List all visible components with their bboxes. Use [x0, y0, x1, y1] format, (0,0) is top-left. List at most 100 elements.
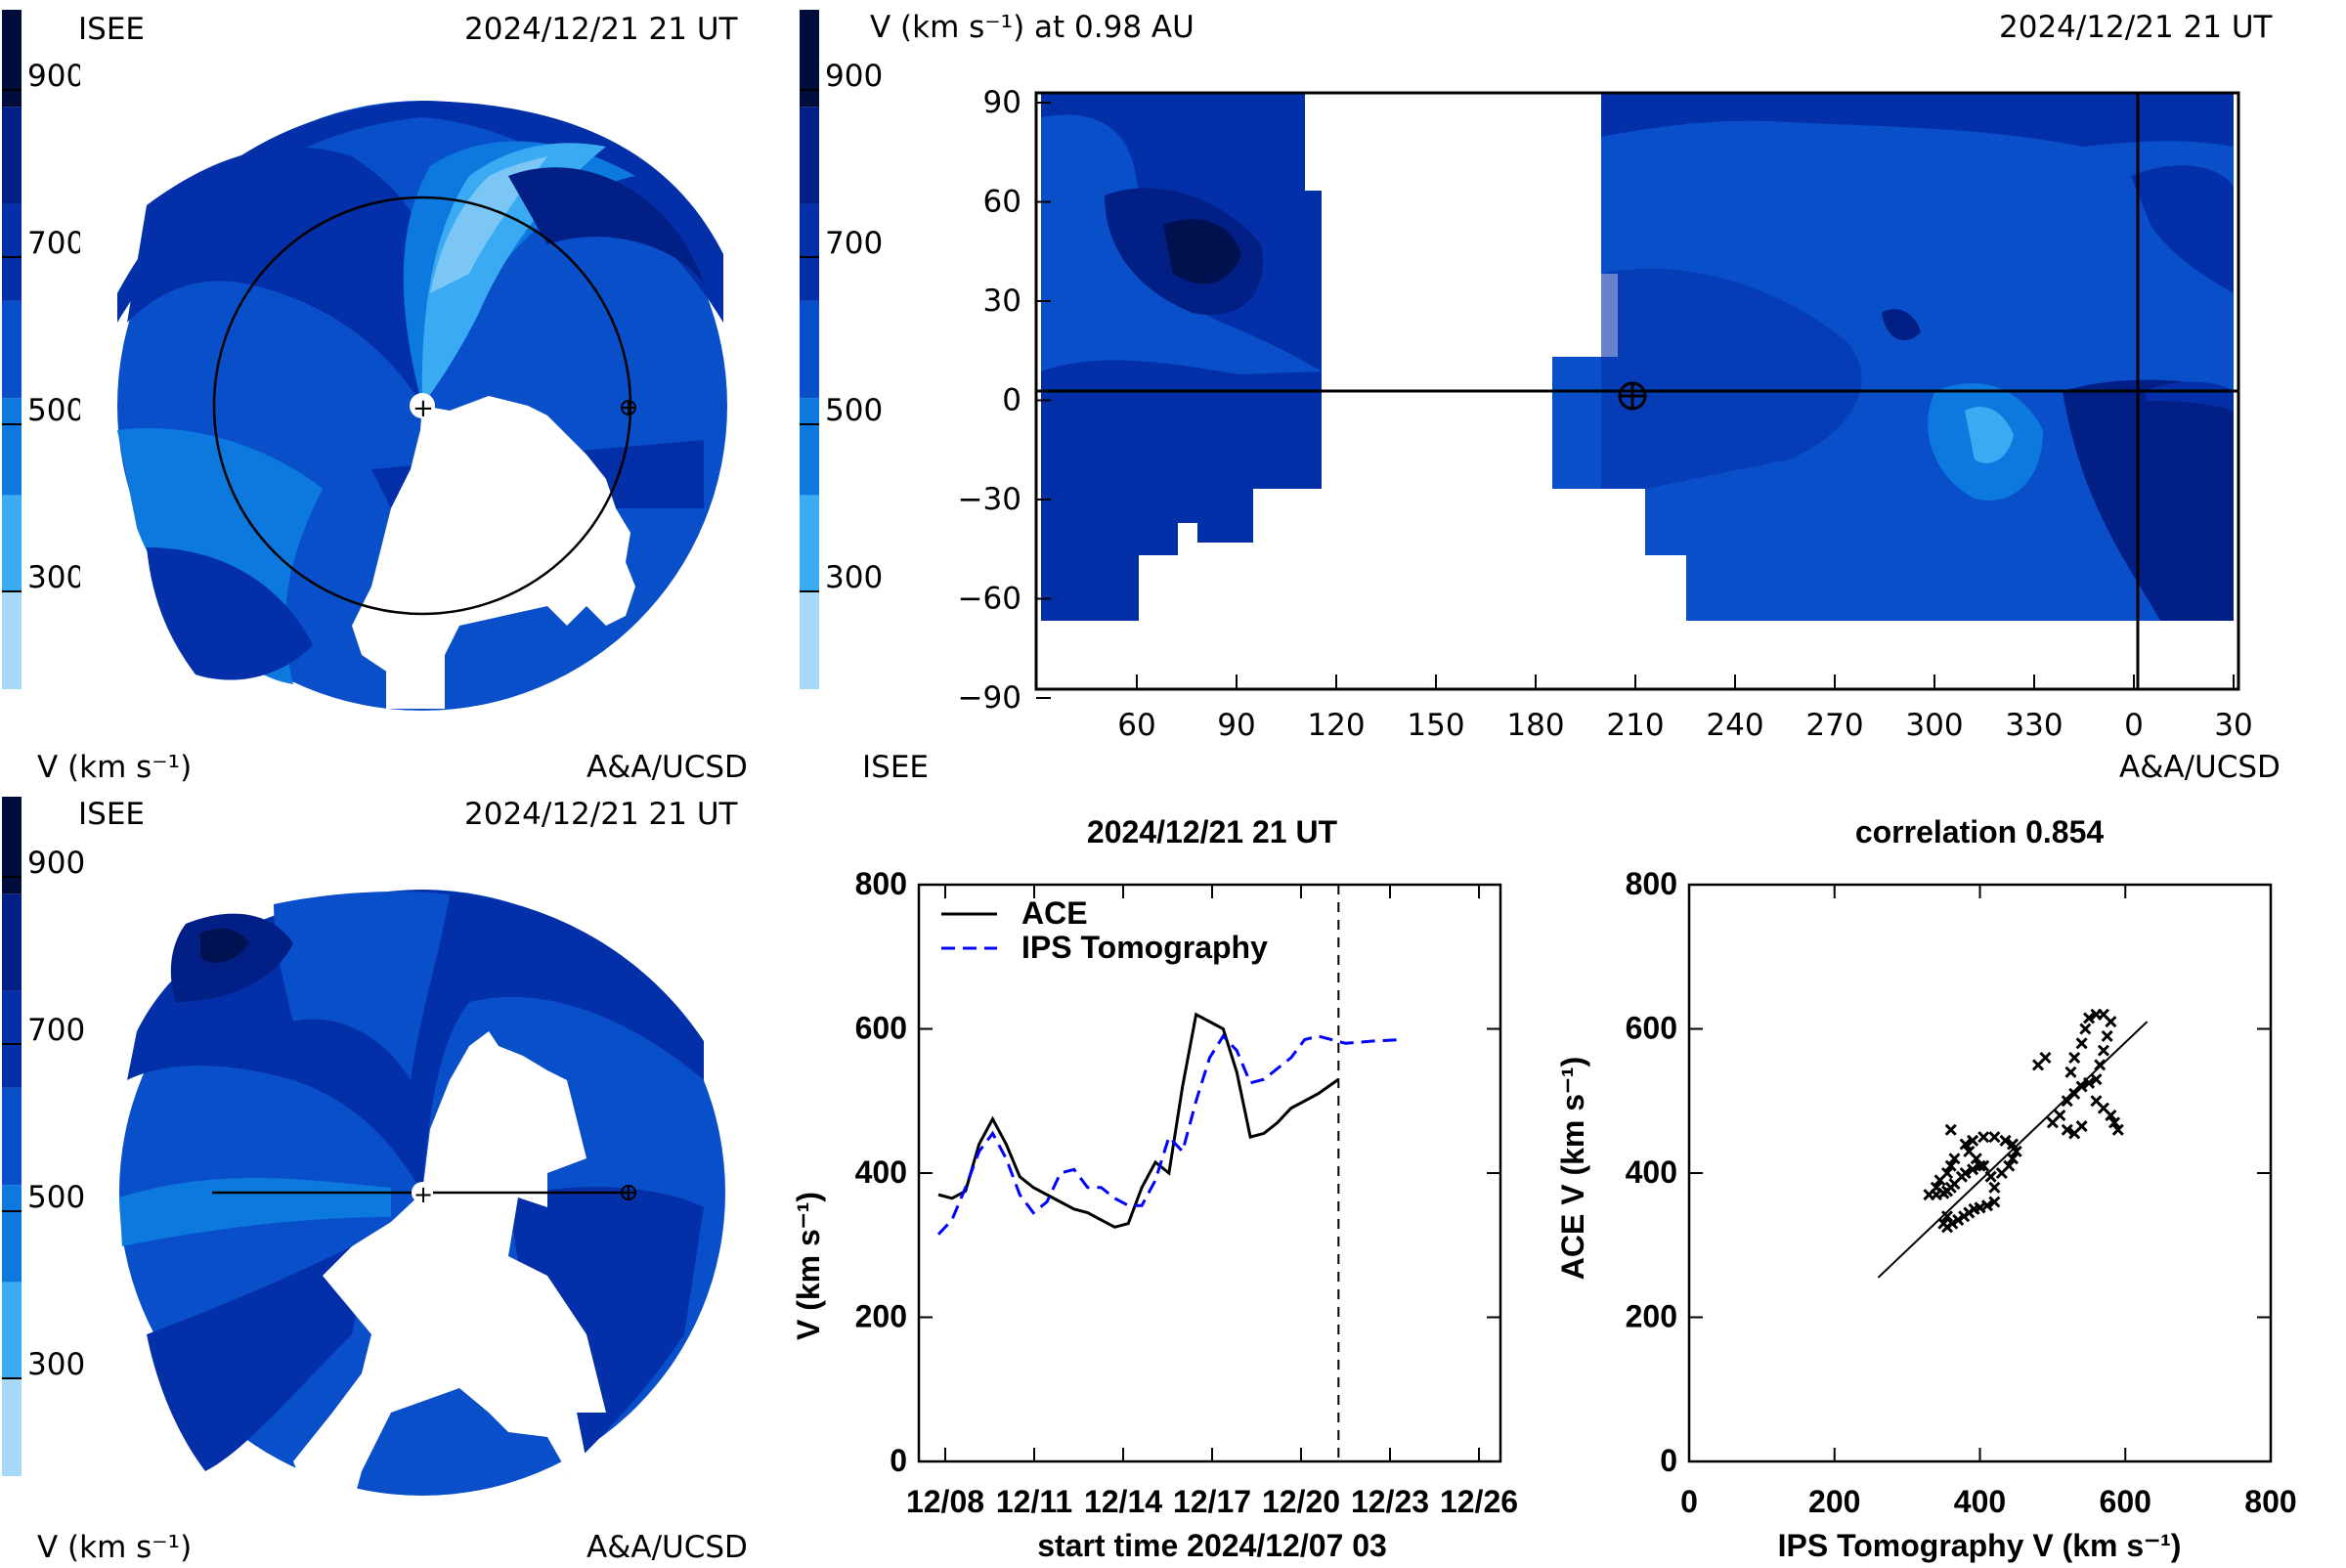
scatter-points — [1877, 1008, 2149, 1279]
scale-tick-label: 900 — [27, 846, 85, 881]
point-stroke — [2061, 1123, 2073, 1136]
point-stroke — [2075, 1120, 2088, 1133]
plot-frame — [917, 883, 1502, 1463]
point-stroke — [2083, 1012, 2096, 1024]
legend-label-ips: IPS Tomography — [1021, 930, 1268, 965]
scale-band — [2, 300, 22, 399]
point-stroke — [2108, 1116, 2121, 1129]
scatter-point — [2068, 1051, 2081, 1065]
top-left-polar-panel: ISEE 2024/12/21 21 UT V (km s⁻¹) A&A/UCS… — [0, 0, 782, 785]
scatter-point — [1988, 1181, 2001, 1194]
x-tick-label: 210 — [1606, 708, 1664, 743]
scale-tick-label: 500 — [27, 1180, 85, 1215]
scatter-point — [1977, 1131, 1990, 1144]
scatter-point — [2101, 1029, 2113, 1042]
scatter-point — [2105, 1109, 2117, 1122]
scatter-point — [2079, 1023, 2092, 1035]
scale-band — [800, 10, 819, 108]
scatter-point — [2039, 1051, 2052, 1065]
scatter-point — [1974, 1159, 1986, 1172]
scatter-point — [1984, 1170, 1997, 1183]
point-stroke — [1940, 1210, 1954, 1223]
y-tick-label: 0 — [1002, 383, 1021, 418]
scatter-point — [2075, 1080, 2088, 1093]
series-line-ips-tomography — [936, 1033, 1400, 1236]
scatter-point — [2061, 1123, 2073, 1136]
point-stroke — [1988, 1196, 2001, 1208]
earth-icon — [621, 1185, 636, 1200]
point-stroke — [2054, 1109, 2066, 1122]
isee-logo: ISEE — [862, 750, 929, 785]
scale-band — [800, 107, 819, 204]
x-tick-label: 120 — [1307, 708, 1365, 743]
scale-band — [800, 591, 819, 689]
x-tick-label: 150 — [1407, 708, 1464, 743]
y-tick-label: 60 — [983, 185, 1021, 220]
scale-band — [2, 797, 22, 894]
scale-band — [2, 893, 22, 991]
scatter-point — [2054, 1109, 2066, 1122]
scale-band — [2, 1087, 22, 1186]
isee-logo: ISEE — [78, 797, 145, 832]
x-axis-title: start time 2024/12/07 03 — [1037, 1528, 1387, 1563]
scale-tick-label: 700 — [27, 1013, 85, 1048]
scale-band — [2, 1378, 22, 1476]
y-tick-label: 200 — [855, 1299, 907, 1334]
point-stroke — [1974, 1201, 1986, 1214]
x-tick-label: 60 — [1117, 708, 1155, 743]
panel-date: 2024/12/21 21 UT — [464, 12, 739, 47]
legend: ACE IPS Tomography — [941, 895, 1268, 965]
credit-label: A&A/UCSD — [586, 750, 748, 782]
y-tick-label: 200 — [1626, 1299, 1677, 1334]
point-stroke — [2068, 1051, 2081, 1065]
scatter-point — [1995, 1166, 2008, 1180]
time-series-panel: 2024/12/21 21 UT start time 2024/12/07 0… — [782, 802, 1544, 1564]
y-tick-label: 0 — [1660, 1443, 1677, 1478]
point-stroke — [1984, 1170, 1997, 1183]
point-stroke — [2097, 1102, 2109, 1114]
scale-band — [800, 300, 819, 399]
credit-label: A&A/UCSD — [2119, 750, 2281, 785]
scale-band — [800, 398, 819, 496]
scale-band — [800, 495, 819, 592]
scale-tick-label: 900 — [27, 59, 80, 94]
point-stroke — [2006, 1153, 2020, 1165]
top-right-synoptic-panel: V (km s⁻¹) at 0.98 AU 2024/12/21 21 UT I… — [811, 0, 2346, 802]
point-stroke — [1930, 1181, 1942, 1194]
panel-date: 2024/12/21 21 UT — [1999, 10, 2274, 45]
point-stroke — [2105, 1016, 2117, 1028]
sun-marker — [410, 393, 435, 418]
isee-logo: ISEE — [78, 12, 145, 47]
scale-band — [2, 1282, 22, 1379]
credit-label: A&A/UCSD — [586, 1530, 748, 1564]
scale-tick-label: 300 — [825, 560, 883, 595]
point-stroke — [2083, 1076, 2096, 1089]
point-stroke — [1946, 1217, 1959, 1230]
scale-tick-label: 900 — [825, 59, 883, 94]
bottom-left-polar-panel: ISEE 2024/12/21 21 UT V (km s⁻¹) A&A/UCS… — [0, 787, 782, 1565]
scale-tick-label: 700 — [27, 226, 80, 261]
x-tick-label: 400 — [1954, 1484, 2006, 1519]
point-stroke — [2094, 1059, 2107, 1071]
x-tick-label: 12/17 — [1173, 1484, 1251, 1519]
point-stroke — [2090, 1095, 2103, 1108]
axis-ticks: 0 200 400 600 800 12/08 12/11 12/14 12/17 12/20 12… — [855, 866, 1518, 1519]
synoptic-velocity-map — [1041, 93, 2234, 621]
top-left-polar-svg: ISEE 2024/12/21 21 UT V (km s⁻¹) A&A/UCS… — [37, 12, 748, 785]
scale-tick-label: 700 — [825, 226, 883, 261]
scatter-point — [1967, 1163, 1979, 1176]
scatter-point — [1952, 1213, 1965, 1226]
x-tick-label: 12/20 — [1262, 1484, 1340, 1519]
scatter-point — [2111, 1123, 2124, 1136]
scale-band — [2, 591, 22, 689]
scatter-point — [1948, 1153, 1961, 1165]
scale-band — [2, 398, 22, 496]
point-stroke — [1944, 1159, 1957, 1172]
scatter-point — [1944, 1159, 1957, 1172]
point-stroke — [1980, 1199, 1993, 1212]
point-stroke — [1988, 1181, 2001, 1194]
earth-icon — [1618, 381, 1647, 411]
point-stroke — [2010, 1145, 2022, 1157]
point-stroke — [2075, 1037, 2088, 1050]
point-stroke — [1963, 1145, 1976, 1157]
